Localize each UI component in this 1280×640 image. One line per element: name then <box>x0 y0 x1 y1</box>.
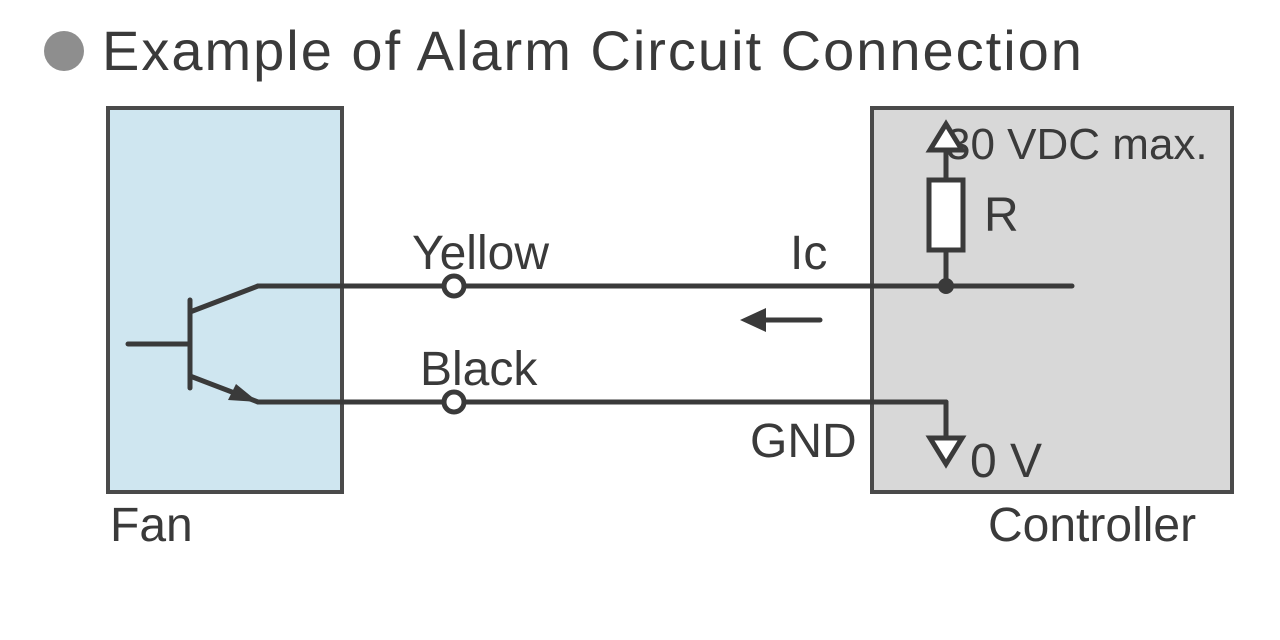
wiring-svg <box>0 0 1280 640</box>
vcc-arrow-icon <box>930 124 962 150</box>
resistor-icon <box>929 180 963 250</box>
emitter-arrow-icon <box>228 384 258 402</box>
terminal-black-icon <box>444 392 464 412</box>
terminal-yellow-icon <box>444 276 464 296</box>
ic-arrow-icon <box>740 308 766 332</box>
diagram-stage: { "title": "Example of Alarm Circuit Con… <box>0 0 1280 640</box>
transistor-collector <box>190 286 258 312</box>
gnd-arrow-icon <box>930 438 962 464</box>
